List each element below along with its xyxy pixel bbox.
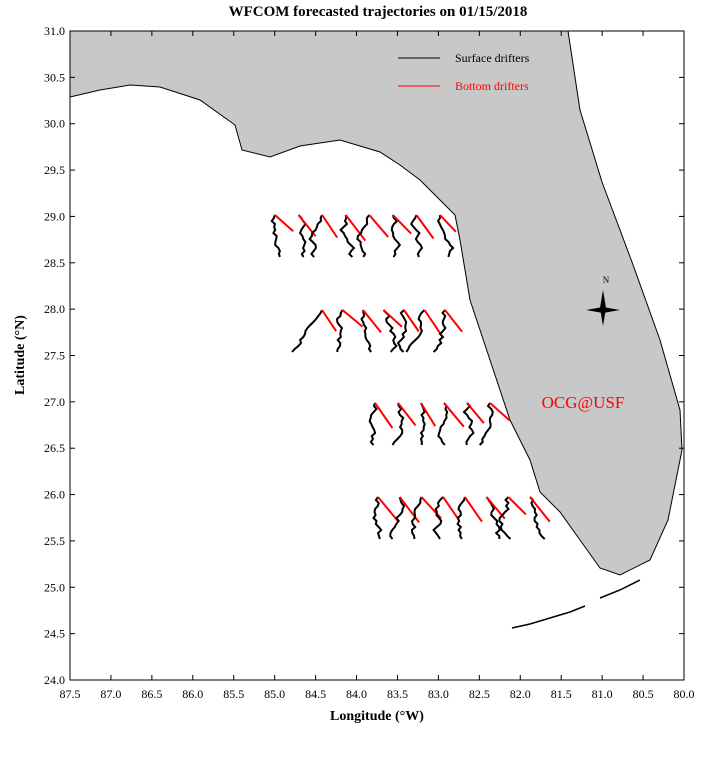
y-tick-label: 26.5 (44, 441, 65, 455)
bottom-track (507, 496, 527, 516)
x-axis-label: Longitude (°W) (330, 709, 424, 724)
bottom-track (377, 496, 399, 522)
y-tick-label: 28.0 (44, 302, 65, 316)
y-tick-label: 30.0 (44, 117, 65, 131)
surface-track (432, 309, 447, 353)
bottom-track (321, 214, 339, 239)
bottom-track (368, 214, 389, 238)
surface-track (356, 214, 371, 258)
bottom-track (464, 496, 483, 523)
surface-track (390, 214, 402, 258)
x-tick-label: 86.0 (182, 687, 203, 701)
x-tick-label: 82.5 (469, 687, 490, 701)
surface-track (432, 496, 444, 540)
land-layer (70, 31, 683, 629)
bottom-track (382, 309, 403, 328)
x-tick-label: 87.5 (60, 687, 81, 701)
compass: N (586, 275, 620, 326)
bottom-track (423, 309, 443, 336)
surface-track (529, 496, 546, 540)
y-tick-label: 27.5 (44, 349, 65, 363)
y-tick-label: 25.0 (44, 580, 65, 594)
x-tick-label: 85.5 (223, 687, 244, 701)
surface-track (462, 402, 475, 446)
x-tick-label: 86.5 (141, 687, 162, 701)
surface-track (478, 402, 494, 446)
bottom-track (362, 309, 382, 334)
y-tick-label: 24.5 (44, 627, 65, 641)
y-tick-label: 28.5 (44, 256, 65, 270)
bottom-track (392, 214, 412, 235)
compass-label: N (603, 275, 610, 285)
surface-track (409, 214, 424, 258)
bottom-track (439, 214, 457, 233)
y-tick-label: 26.0 (44, 488, 65, 502)
x-tick-label: 83.0 (428, 687, 449, 701)
bottom-track (444, 309, 463, 333)
x-tick-label: 80.0 (674, 687, 695, 701)
x-tick-label: 80.5 (633, 687, 654, 701)
legend-label: Bottom drifters (455, 79, 529, 93)
surface-track (368, 402, 378, 446)
surface-track (389, 496, 406, 540)
x-tick-label: 84.0 (346, 687, 367, 701)
surface-track (456, 496, 466, 540)
surface-track (391, 402, 405, 446)
bottom-track (529, 496, 551, 523)
y-tick-label: 24.0 (44, 673, 65, 687)
bottom-track (341, 309, 364, 328)
annotation: OCG@USF (542, 393, 625, 412)
surface-track (308, 214, 324, 258)
surface-track (405, 309, 426, 353)
y-tick-label: 25.5 (44, 534, 65, 548)
drifter-tracks (270, 214, 551, 540)
surface-track (410, 496, 423, 540)
bottom-track (442, 496, 460, 521)
bottom-track (274, 214, 294, 232)
x-tick-label: 81.5 (551, 687, 572, 701)
florida-keys (511, 579, 641, 629)
y-axis-label: Latitude (°N) (13, 315, 28, 395)
surface-track (335, 309, 344, 353)
surface-track (339, 214, 356, 258)
bottom-track (443, 402, 465, 428)
x-tick-label: 85.0 (264, 687, 285, 701)
surface-track (291, 309, 323, 353)
florida-land (70, 31, 683, 576)
bottom-track (420, 402, 437, 427)
y-tick-label: 29.0 (44, 209, 65, 223)
compass-needle (586, 307, 620, 313)
bottom-track (403, 309, 420, 333)
bottom-track (321, 309, 338, 332)
surface-track (498, 496, 512, 540)
x-tick-label: 82.0 (510, 687, 531, 701)
y-tick-label: 29.5 (44, 163, 65, 177)
bottom-track (415, 214, 435, 240)
bottom-track (420, 496, 442, 520)
bottom-track (398, 496, 420, 524)
bottom-track (397, 402, 417, 427)
surface-track (396, 309, 408, 353)
surface-track (270, 214, 281, 258)
map-title: WFCOM forecasted trajectories on 01/15/2… (229, 4, 528, 20)
y-tick-label: 30.5 (44, 70, 65, 84)
surface-track (419, 402, 426, 446)
surface-track (360, 309, 373, 353)
x-tick-label: 84.5 (305, 687, 326, 701)
surface-track (382, 309, 398, 353)
bottom-track (374, 402, 394, 429)
bottom-track (489, 402, 511, 422)
x-tick-label: 81.0 (592, 687, 613, 701)
legend-label: Surface drifters (455, 51, 530, 65)
surface-track (372, 496, 383, 540)
bottom-track (344, 214, 367, 242)
bottom-track (466, 402, 485, 424)
y-tick-label: 31.0 (44, 24, 65, 38)
x-tick-label: 87.0 (100, 687, 121, 701)
surface-track (437, 402, 449, 446)
y-tick-label: 27.0 (44, 395, 65, 409)
surface-track (436, 215, 455, 258)
x-tick-label: 83.5 (387, 687, 408, 701)
